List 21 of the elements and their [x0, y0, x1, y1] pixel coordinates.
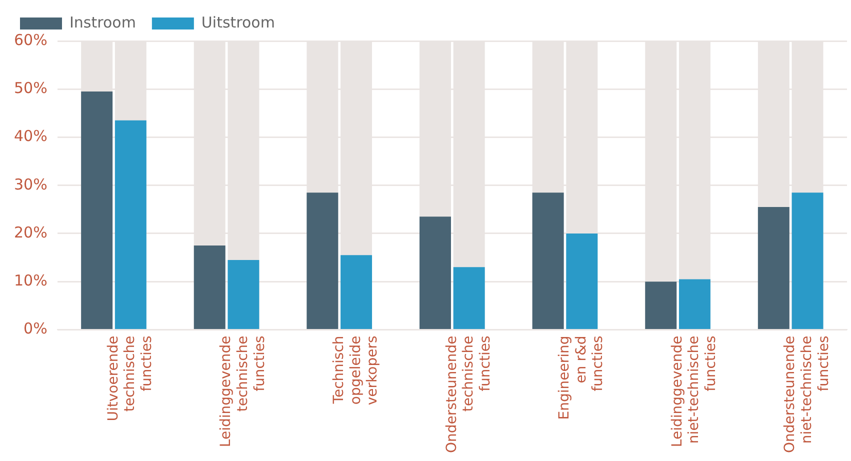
x-tick-label: Technisch opgeleide verkopers [331, 336, 381, 406]
x-tick-label: Leidinggevende technische functies [218, 336, 268, 448]
x-tick-label: Ondersteunende niet-technische functies [782, 336, 832, 454]
y-tick-label: 0% [24, 320, 48, 338]
y-tick-label: 10% [14, 271, 48, 290]
bar [678, 279, 710, 329]
x-tick-label: Engineering en r&d functies [556, 336, 606, 420]
legend-label: Uitstroom [201, 13, 275, 32]
legend-label: Instroom [70, 13, 136, 32]
y-tick-label: 40% [14, 127, 48, 146]
y-tick-label: 30% [14, 175, 48, 194]
x-tick-label: Leidinggevende niet-technische functies [669, 336, 720, 448]
y-tick-label: 50% [14, 79, 48, 98]
bar [228, 260, 260, 329]
y-tick-label: 60% [14, 30, 48, 49]
x-tick-label: Uitvoerende technische functies [105, 336, 155, 422]
x-tick-label: Ondersteunende technische functies [444, 336, 494, 454]
bar [194, 246, 226, 329]
y-tick-label: 20% [14, 223, 48, 242]
bar [645, 282, 677, 329]
bar [453, 267, 485, 329]
